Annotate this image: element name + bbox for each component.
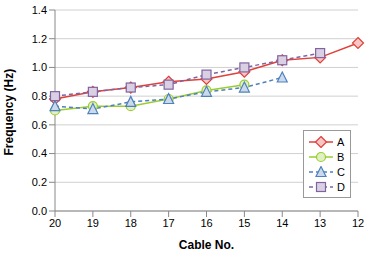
html-text:B: B [337,150,345,163]
html-text:D: D [337,180,345,193]
svg-text:1.2: 1.2 [32,33,47,45]
svg-text:14: 14 [276,217,288,229]
html-text:A: A [337,135,345,148]
svg-text:Cable No.: Cable No. [179,238,234,252]
svg-text:15: 15 [238,217,250,229]
svg-text:Frequency (Hz): Frequency (Hz) [8,69,16,156]
svg-text:13: 13 [314,217,326,229]
svg-text:0.6: 0.6 [32,119,47,131]
svg-text:1.0: 1.0 [32,61,47,73]
svg-text:0.2: 0.2 [32,176,47,188]
svg-text:12: 12 [352,217,362,229]
svg-text:0.8: 0.8 [32,90,47,102]
svg-text:18: 18 [125,217,137,229]
svg-text:0.0: 0.0 [32,205,47,217]
svg-text:0.4: 0.4 [32,147,47,159]
svg-text:16: 16 [200,217,212,229]
svg-text:1.4: 1.4 [32,4,47,16]
svg-text:17: 17 [163,217,175,229]
svg-text:19: 19 [87,217,99,229]
svg-text:20: 20 [49,217,61,229]
html-text:C: C [337,165,345,178]
